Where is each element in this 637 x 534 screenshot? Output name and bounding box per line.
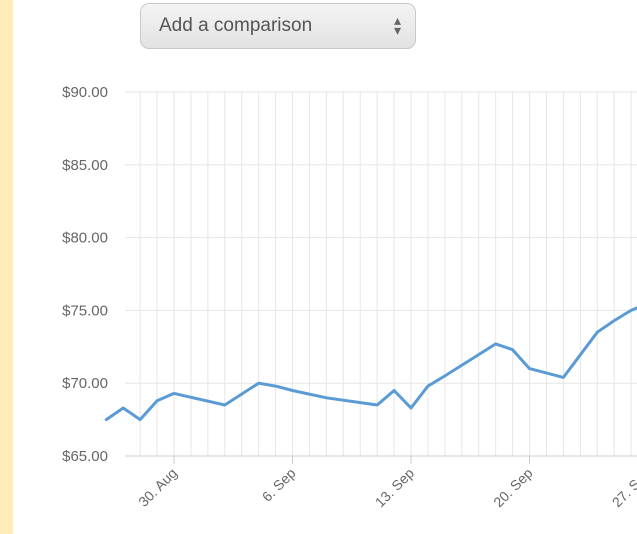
price-series-line <box>104 306 637 422</box>
up-down-arrows-icon: ▴ ▾ <box>393 12 401 38</box>
x-tick-label: 13. Sep <box>372 465 418 511</box>
chart-series <box>104 306 637 422</box>
x-tick-label: 20. Sep <box>490 465 536 511</box>
y-axis: $90.00 $85.00 $80.00 $75.00 $70.00 $65.00 <box>62 84 108 465</box>
y-tick-label: $75.00 <box>62 302 108 319</box>
y-tick-label: $85.00 <box>62 157 108 174</box>
x-tick-label: 6. Sep <box>259 465 299 505</box>
y-tick-label: $90.00 <box>62 84 108 101</box>
y-tick-label: $65.00 <box>62 448 108 465</box>
add-comparison-select[interactable]: Add a comparison ▴ ▾ <box>140 3 416 49</box>
x-tick-label: 30. Aug <box>135 465 180 510</box>
y-tick-label: $70.00 <box>62 375 108 392</box>
add-comparison-label: Add a comparison <box>159 15 313 36</box>
left-accent-strip <box>0 0 13 534</box>
x-tick-label: 27. Sep <box>609 465 637 511</box>
y-tick-label: $80.00 <box>62 230 108 247</box>
